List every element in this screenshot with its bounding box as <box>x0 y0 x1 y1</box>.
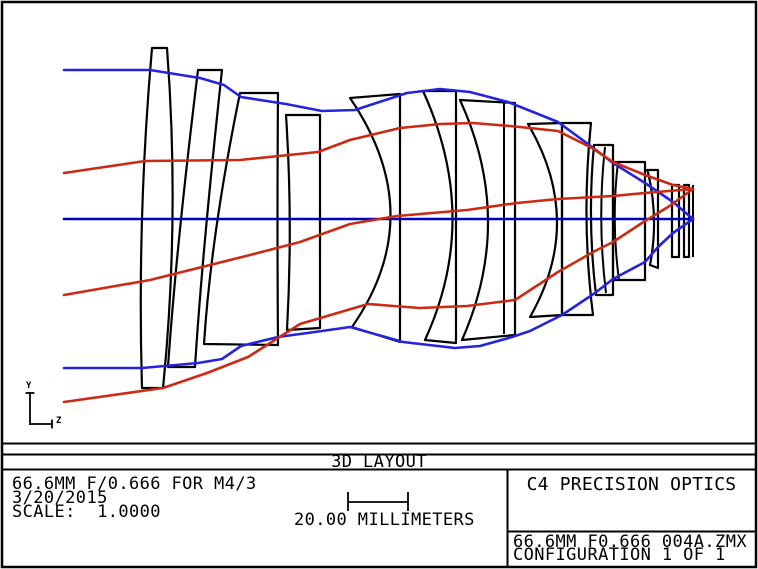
ray-traces <box>62 68 695 404</box>
element-10 <box>589 143 615 297</box>
element-4 <box>284 113 322 332</box>
ray-red-chief <box>62 187 695 297</box>
element-11-inner-surface <box>613 161 620 281</box>
axis-label-y: Y <box>26 381 32 391</box>
element-7 <box>458 98 517 342</box>
element-3 <box>202 91 280 347</box>
plot-title: 3D LAYOUT <box>331 452 427 472</box>
axis-label-z: Z <box>56 416 62 426</box>
company-name-text: C4 PRECISION OPTICS <box>526 474 737 495</box>
element-6 <box>421 89 458 345</box>
scale-text: SCALE: 1.0000 <box>12 502 161 522</box>
plot-markers <box>25 392 409 511</box>
file-name-text: 66.6MM F0.666 004A.ZMX <box>513 532 747 552</box>
ray-blue-marginal-lower <box>62 217 695 370</box>
filter-plate-1 <box>670 183 681 259</box>
ray-red-lower <box>62 187 695 404</box>
element-8 <box>526 121 564 319</box>
scale-bar-label: 20.00 MILLIMETERS <box>294 510 475 530</box>
ray-red-upper <box>62 121 695 191</box>
element-9 <box>560 121 595 317</box>
date-text: 3/20/2015 <box>12 488 108 508</box>
element-2 <box>166 68 224 369</box>
filter-plate-2 <box>682 183 691 259</box>
ray-blue-marginal-upper <box>62 68 695 221</box>
configuration-text: CONFIGURATION 1 OF 1 <box>513 545 726 565</box>
lens-title-text: 66.6MM F/0.666 FOR M4/3 <box>12 474 257 494</box>
element-12 <box>645 168 660 270</box>
